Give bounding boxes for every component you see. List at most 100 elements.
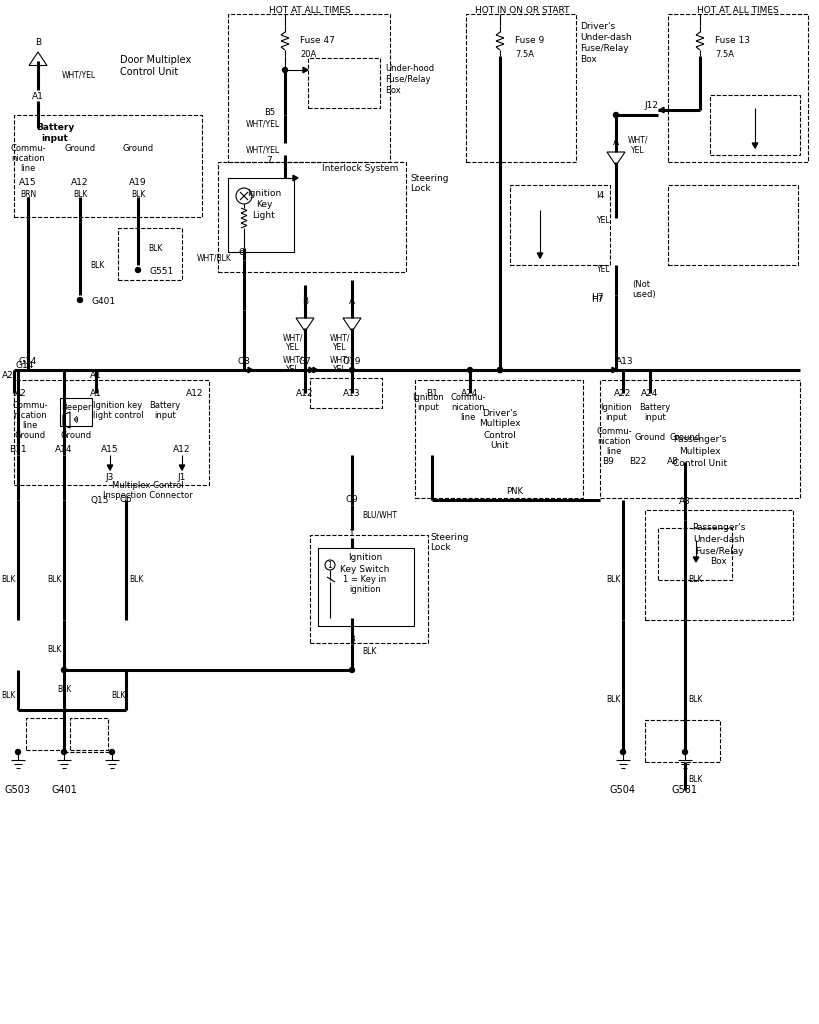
Text: Commu-: Commu- — [595, 427, 631, 436]
Text: J3: J3 — [106, 472, 114, 481]
Text: input: input — [42, 133, 68, 142]
Text: BLK: BLK — [687, 575, 701, 585]
Bar — [310, 378, 382, 408]
Text: G581: G581 — [672, 785, 697, 795]
Text: A24: A24 — [461, 388, 478, 397]
Text: Battery: Battery — [149, 400, 180, 410]
Text: BRN: BRN — [20, 189, 36, 199]
Text: Fuse/Relay: Fuse/Relay — [579, 43, 628, 52]
Text: used): used) — [631, 291, 655, 299]
Polygon shape — [309, 368, 314, 373]
Text: YEL: YEL — [596, 265, 610, 274]
Text: A15: A15 — [101, 445, 119, 455]
Text: B9: B9 — [601, 458, 613, 467]
Text: (Not: (Not — [631, 281, 649, 290]
Text: A15: A15 — [19, 177, 37, 186]
Text: BLK: BLK — [57, 685, 71, 694]
Text: HOT AT ALL TIMES: HOT AT ALL TIMES — [696, 5, 778, 14]
Text: input: input — [644, 414, 665, 423]
Text: WHT/YEL: WHT/YEL — [62, 71, 96, 80]
Text: YEL: YEL — [631, 145, 644, 155]
Text: Commu-: Commu- — [450, 393, 485, 402]
Text: ignition: ignition — [349, 586, 380, 595]
Text: A14: A14 — [55, 445, 73, 455]
Text: G504: G504 — [609, 785, 636, 795]
Text: Ignition key: Ignition key — [93, 400, 143, 410]
Text: BLK: BLK — [361, 647, 376, 656]
Text: O8: O8 — [238, 357, 250, 367]
Text: Light: Light — [252, 211, 275, 219]
Text: B22: B22 — [628, 458, 646, 467]
Text: Driver's: Driver's — [579, 22, 614, 31]
Text: BLK: BLK — [47, 575, 61, 585]
Polygon shape — [292, 175, 297, 181]
Text: B1: B1 — [426, 388, 437, 397]
Polygon shape — [751, 143, 757, 148]
Text: input: input — [604, 414, 626, 423]
Text: Steering: Steering — [410, 173, 448, 182]
Text: Multiplex: Multiplex — [478, 420, 520, 428]
Text: line: line — [22, 421, 38, 429]
Text: 3: 3 — [349, 636, 355, 644]
Text: A8: A8 — [666, 458, 678, 467]
Bar — [414, 380, 582, 498]
Bar — [645, 720, 719, 762]
Polygon shape — [536, 253, 542, 258]
Text: Ignition: Ignition — [600, 403, 631, 413]
Bar — [318, 548, 414, 626]
Text: Passenger's: Passenger's — [691, 523, 744, 532]
Text: BLK: BLK — [687, 695, 701, 705]
Text: A1: A1 — [32, 91, 44, 100]
Text: WHT/: WHT/ — [329, 334, 350, 342]
Text: G401: G401 — [92, 298, 116, 306]
Text: WHT/: WHT/ — [283, 355, 303, 365]
Text: input: input — [154, 411, 175, 420]
Text: A12: A12 — [186, 388, 203, 397]
Polygon shape — [303, 68, 308, 73]
Bar — [228, 178, 294, 252]
Circle shape — [110, 750, 115, 755]
Text: B: B — [35, 38, 41, 46]
Text: BLK: BLK — [129, 575, 143, 585]
Text: Ground: Ground — [15, 430, 46, 439]
Text: input: input — [417, 403, 438, 413]
Bar — [60, 398, 92, 426]
Text: BLK: BLK — [111, 690, 125, 699]
Text: Battery: Battery — [639, 403, 670, 413]
Text: BLK: BLK — [687, 775, 701, 784]
Text: WHT/YEL: WHT/YEL — [246, 145, 280, 155]
Text: A22: A22 — [613, 388, 631, 397]
Circle shape — [497, 368, 502, 373]
Text: I4: I4 — [595, 190, 604, 200]
Text: A12: A12 — [71, 177, 88, 186]
Text: WHT/: WHT/ — [329, 355, 350, 365]
Text: A12: A12 — [173, 445, 191, 455]
Text: BLU/WHT: BLU/WHT — [361, 511, 396, 519]
Text: A2: A2 — [15, 388, 27, 397]
Text: Beeper: Beeper — [61, 403, 91, 413]
Text: Q15: Q15 — [91, 496, 109, 505]
Text: Box: Box — [385, 85, 400, 94]
Text: HOT AT ALL TIMES: HOT AT ALL TIMES — [269, 5, 351, 14]
Circle shape — [681, 750, 686, 755]
Text: Fuse/Relay: Fuse/Relay — [385, 75, 430, 84]
Text: G401: G401 — [51, 785, 77, 795]
Bar — [218, 162, 405, 272]
Text: BLK: BLK — [605, 575, 619, 585]
Bar — [465, 14, 575, 162]
Text: Control: Control — [483, 430, 516, 439]
Circle shape — [61, 750, 66, 755]
Text: BLK: BLK — [1, 690, 16, 699]
Text: O6: O6 — [120, 496, 132, 505]
Text: Ground: Ground — [634, 433, 665, 442]
Text: Multiplex Control: Multiplex Control — [112, 480, 183, 489]
Bar — [657, 528, 731, 580]
Text: BLK: BLK — [131, 189, 145, 199]
Polygon shape — [313, 368, 318, 373]
Text: Steering: Steering — [429, 534, 468, 543]
Text: WHT/: WHT/ — [283, 334, 303, 342]
Circle shape — [16, 750, 20, 755]
Text: Control Unit: Control Unit — [672, 460, 726, 469]
Text: nication: nication — [450, 403, 484, 413]
Text: A3: A3 — [678, 498, 690, 507]
